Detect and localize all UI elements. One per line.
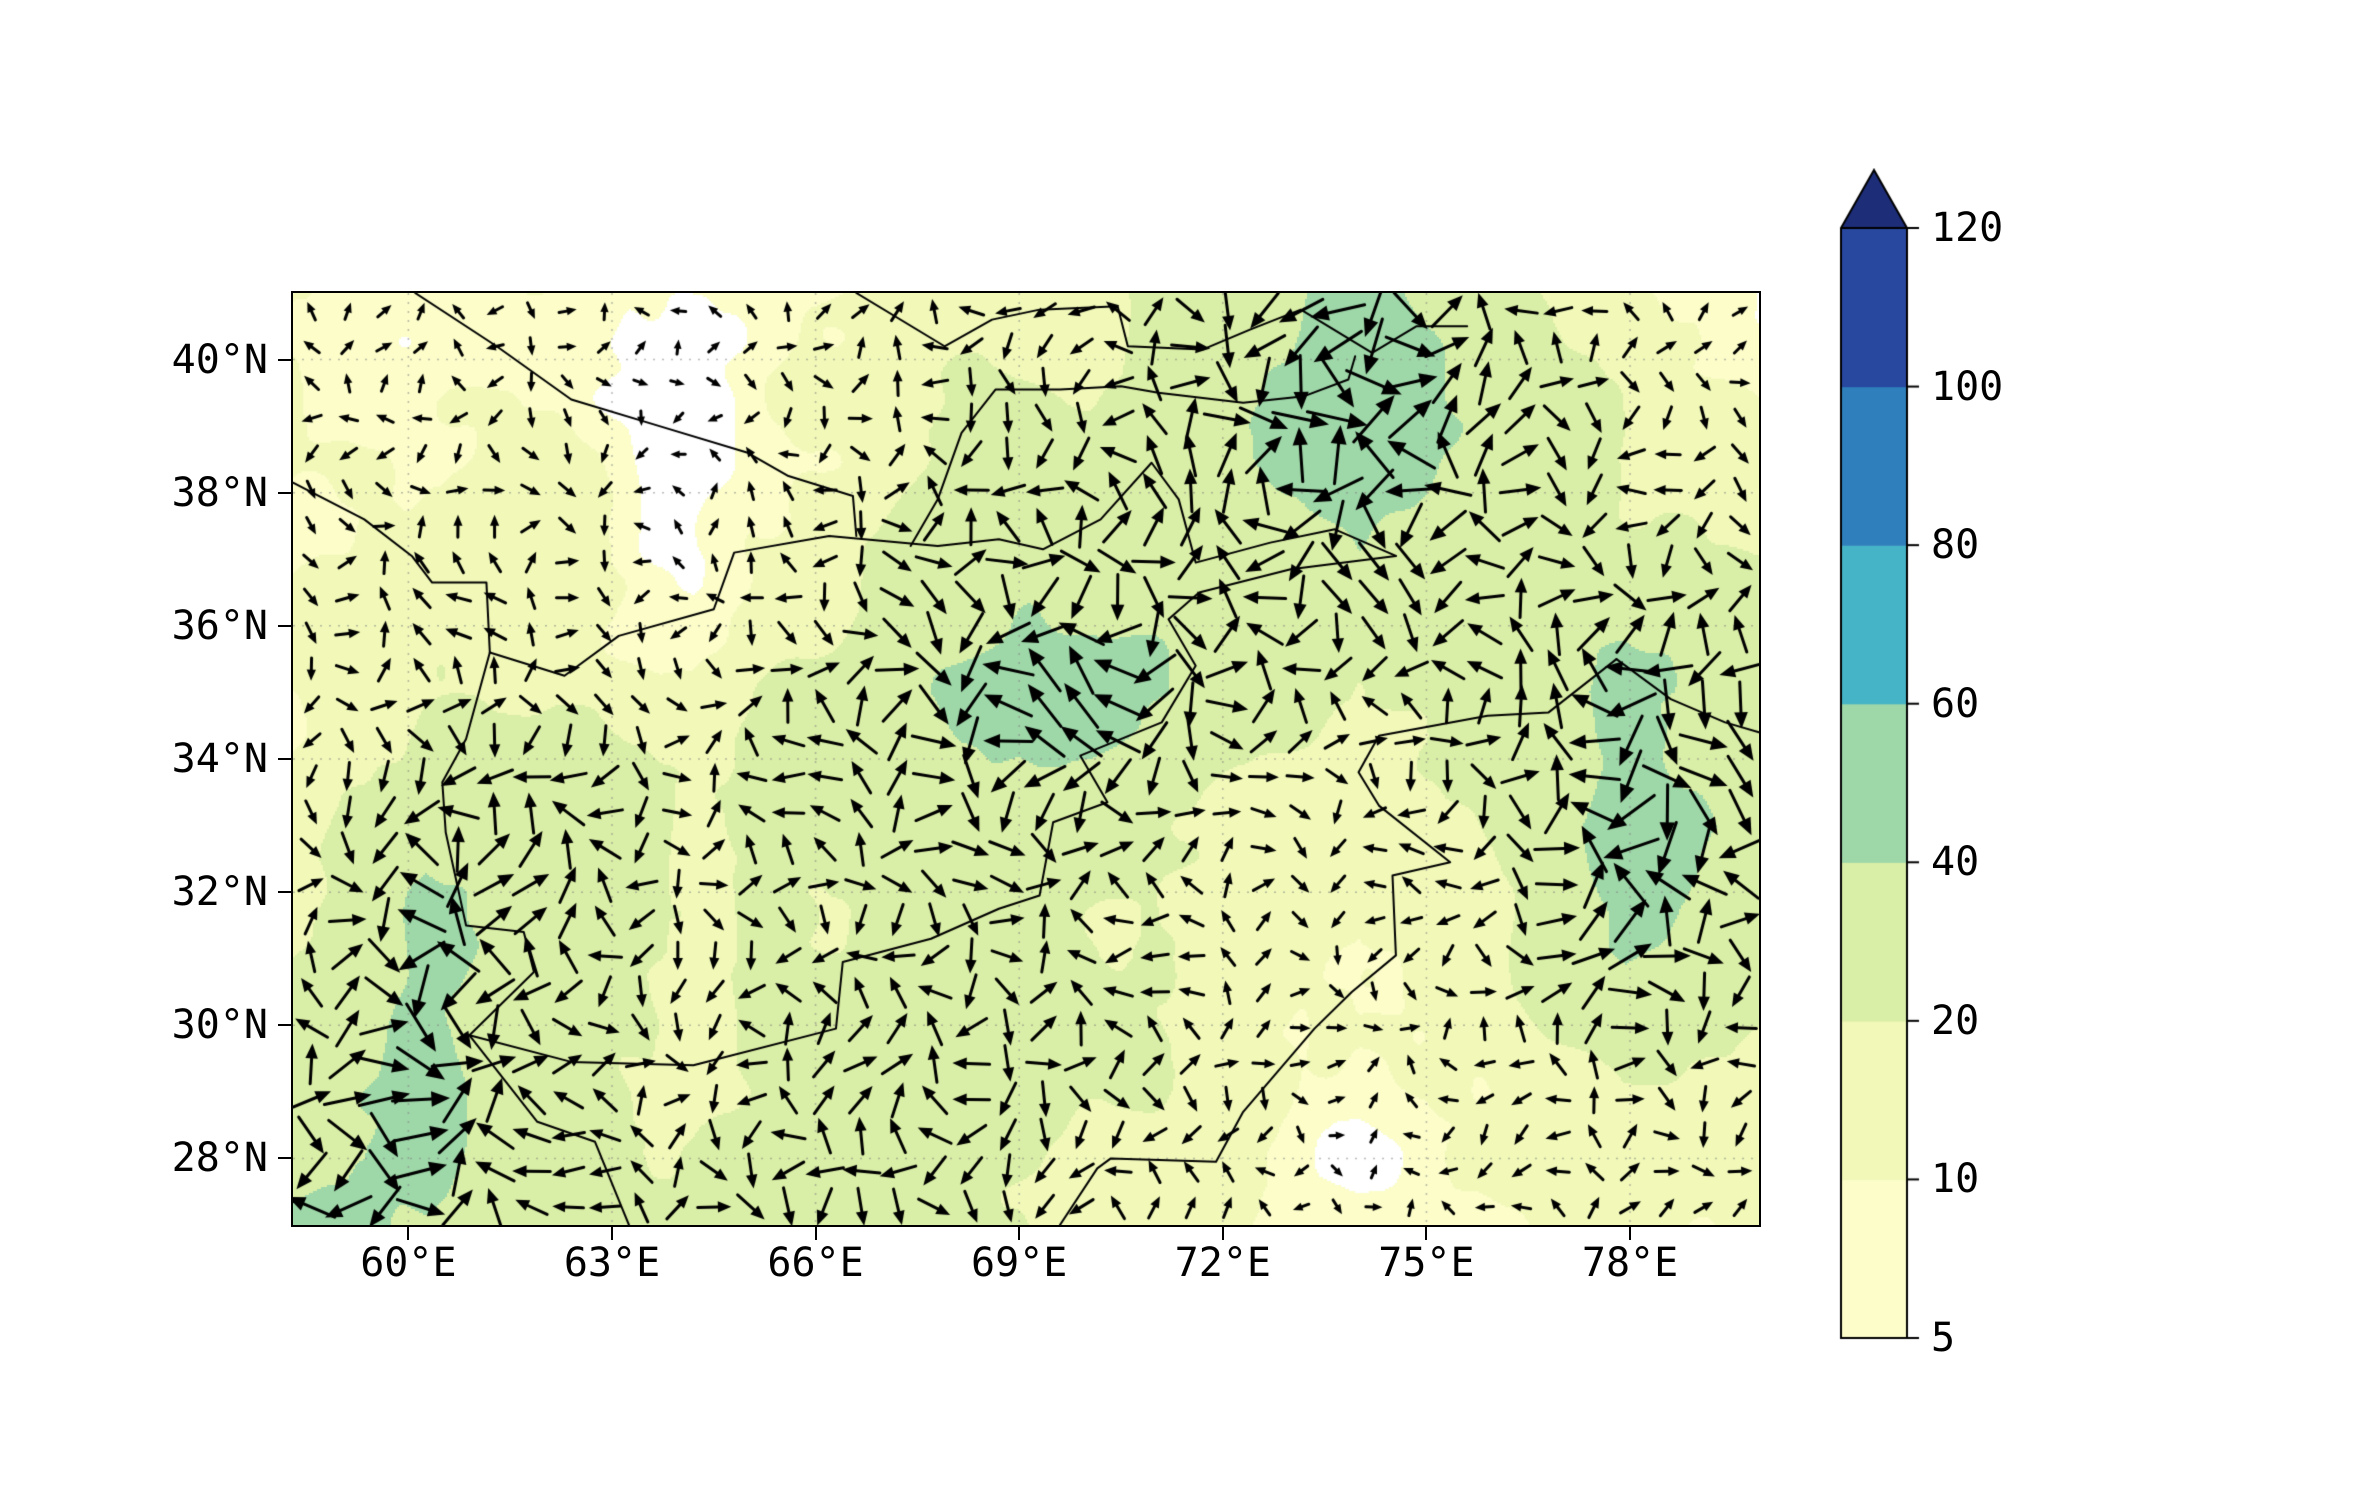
colorbar-tick-label: 100 (1931, 363, 2004, 410)
y-tick-label: 38°N (171, 469, 268, 516)
y-tick-label: 40°N (171, 336, 268, 383)
y-tick-mark (278, 491, 291, 494)
y-tick-label: 32°N (171, 869, 268, 916)
x-tick-mark (1018, 1227, 1021, 1240)
x-tick-label: 63°E (563, 1240, 661, 1286)
x-tick-mark (1629, 1227, 1632, 1240)
colorbar-tick-label: 40 (1931, 839, 1980, 886)
x-tick-mark (610, 1227, 613, 1240)
colorbar-tick-label: 20 (1931, 997, 1980, 1044)
colorbar (1839, 168, 1923, 1344)
y-tick-mark (278, 1157, 291, 1160)
x-tick-label: 78°E (1581, 1240, 1679, 1286)
y-tick-label: 36°N (171, 602, 268, 649)
map-plot-area (291, 291, 1761, 1227)
colorbar-tick-label: 10 (1931, 1156, 1980, 1203)
y-tick-mark (278, 1024, 291, 1027)
map-canvas (293, 293, 1759, 1225)
y-tick-mark (278, 358, 291, 361)
colorbar-tick-label: 120 (1931, 205, 2004, 251)
x-tick-label: 69°E (971, 1240, 1068, 1286)
x-tick-label: 75°E (1378, 1240, 1475, 1286)
y-tick-mark (278, 624, 291, 627)
colorbar-tick-label: 60 (1931, 680, 1980, 727)
y-tick-label: 34°N (171, 736, 268, 782)
y-tick-label: 30°N (171, 1002, 268, 1049)
y-tick-mark (278, 891, 291, 894)
colorbar-tick-label: 80 (1931, 522, 1980, 569)
y-tick-label: 28°N (171, 1135, 268, 1182)
x-tick-mark (814, 1227, 817, 1240)
x-tick-mark (1425, 1227, 1428, 1240)
x-tick-mark (1221, 1227, 1224, 1240)
x-tick-label: 66°E (767, 1240, 864, 1286)
x-tick-label: 72°E (1174, 1240, 1271, 1286)
colorbar-tick-label: 5 (1931, 1315, 1956, 1361)
y-tick-mark (278, 758, 291, 760)
x-tick-label: 60°E (360, 1240, 457, 1286)
x-tick-mark (407, 1227, 410, 1240)
